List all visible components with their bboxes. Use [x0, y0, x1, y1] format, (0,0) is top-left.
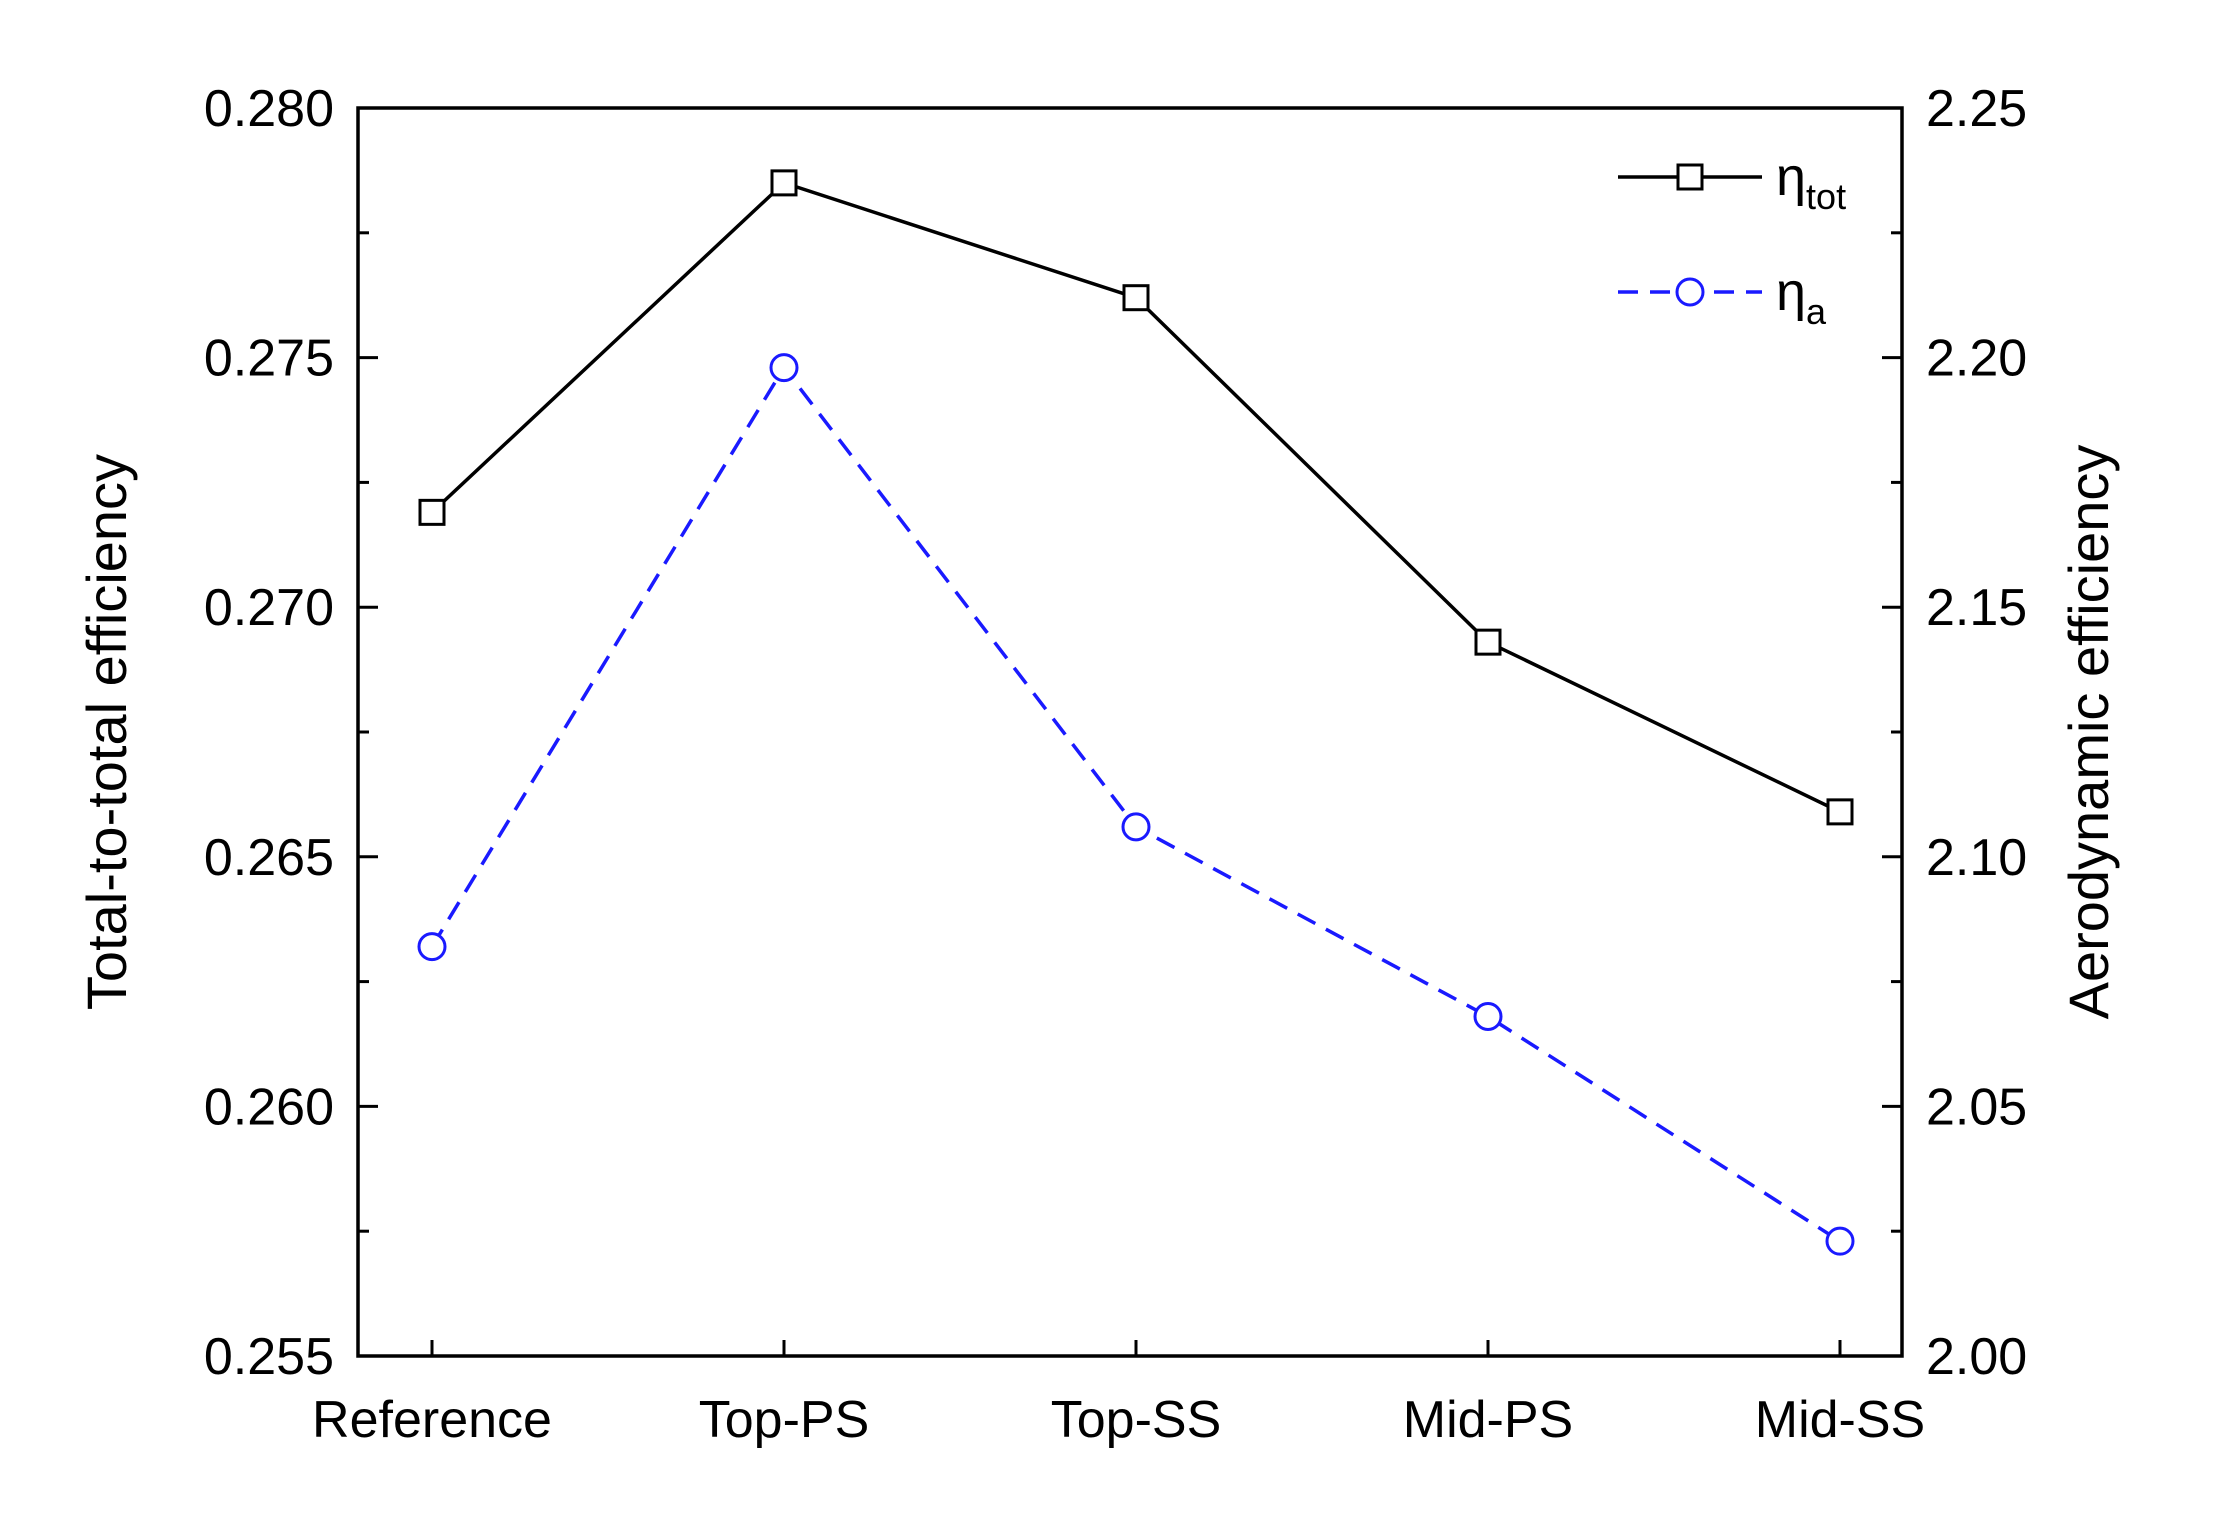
right-y-axis: 2.00 2.05 2.10 2.15 2.20 2.25 — [1882, 80, 2027, 1386]
y-tick-label: 0.270 — [204, 579, 334, 637]
legend: ηtot ηa — [1618, 147, 1846, 332]
point-tot-top-ss — [1122, 284, 1150, 312]
series-line-a — [430, 364, 1841, 1243]
y2-tick-label: 2.15 — [1926, 579, 2027, 637]
left-y-axis-title: Total-to-total efficiency — [75, 454, 138, 1010]
y-tick-label: 0.275 — [204, 330, 334, 388]
legend-label-eta-a: ηa — [1776, 262, 1827, 332]
y2-tick-label: 2.25 — [1926, 80, 2027, 138]
series-line-tot — [430, 180, 1841, 814]
y-tick-label: 0.265 — [204, 829, 334, 887]
point-tot-mid-ps — [1474, 628, 1502, 656]
legend-label-eta-tot: ηtot — [1776, 147, 1846, 217]
point-a-top-ps — [769, 353, 799, 383]
legend-subscript-eta-a: a — [1806, 291, 1827, 332]
x-tick-label-mid-ss: Mid-SS — [1755, 1391, 1925, 1449]
legend-subscript-eta-tot: tot — [1806, 176, 1846, 217]
point-tot-top-ps — [770, 169, 798, 197]
x-axis: Reference Top-PS Top-SS Mid-PS Mid-SS — [312, 1340, 1925, 1449]
left-y-axis: 0.255 0.260 0.265 0.270 0.275 0.280 — [204, 80, 378, 1386]
point-a-mid-ps — [1473, 1002, 1503, 1032]
point-tot-mid-ss — [1826, 798, 1854, 826]
legend-marker-eta-tot — [1676, 163, 1704, 191]
legend-symbol-eta-tot: η — [1776, 147, 1806, 207]
x-tick-label-reference: Reference — [312, 1391, 552, 1449]
y-tick-label: 0.260 — [204, 1078, 334, 1136]
legend-marker-eta-a — [1675, 277, 1705, 307]
x-tick-label-top-ps: Top-PS — [699, 1391, 870, 1449]
y-tick-label: 0.280 — [204, 80, 334, 138]
legend-symbol-eta-a: η — [1776, 262, 1806, 322]
point-a-top-ss — [1121, 812, 1151, 842]
y-tick-label: 0.255 — [204, 1328, 334, 1386]
y2-tick-label: 2.00 — [1926, 1328, 2027, 1386]
y2-tick-label: 2.10 — [1926, 829, 2027, 887]
point-tot-reference — [418, 498, 446, 526]
point-a-reference — [417, 932, 447, 962]
y2-tick-label: 2.20 — [1926, 330, 2027, 388]
series-layer — [417, 169, 1855, 1256]
x-tick-label-top-ss: Top-SS — [1051, 1391, 1222, 1449]
y2-tick-label: 2.05 — [1926, 1078, 2027, 1136]
point-a-mid-ss — [1825, 1226, 1855, 1256]
x-tick-label-mid-ps: Mid-PS — [1403, 1391, 1573, 1449]
right-y-axis-title: Aerodynamic efficiency — [2057, 445, 2120, 1020]
